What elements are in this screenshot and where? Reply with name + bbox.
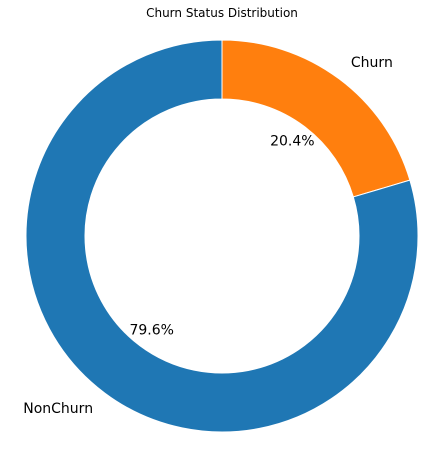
slices-layer: [25, 39, 419, 433]
chart-title: Churn Status Distribution: [146, 6, 298, 20]
slice-label-nonchurn: NonChurn: [23, 401, 93, 417]
slice-nonchurn: [25, 39, 419, 433]
pct-label-nonchurn: 79.6%: [129, 322, 173, 338]
labels-layer: Churn 20.4% NonChurn 79.6%: [23, 55, 393, 417]
pct-label-churn: 20.4%: [270, 134, 314, 150]
slice-label-churn: Churn: [351, 55, 393, 71]
